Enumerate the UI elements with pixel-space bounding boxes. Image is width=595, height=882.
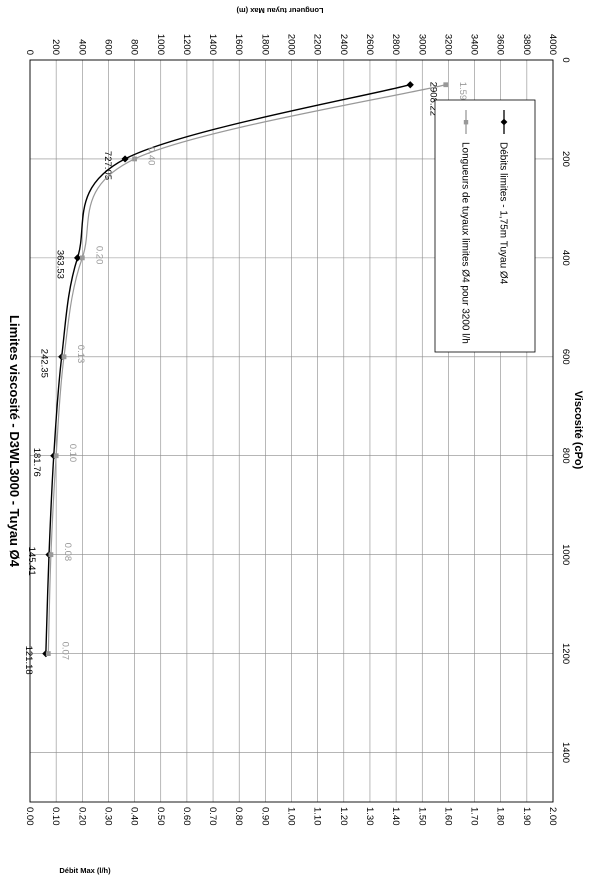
data-point [45, 651, 51, 657]
data-label: 0.20 [93, 246, 104, 265]
chart-title: Limites viscosité - D3WL3000 - Tuyau Ø4 [7, 315, 22, 568]
x-axis-title: Viscosité (cPo) [572, 391, 584, 470]
x-tick-labels: 0 200 400 600 800 1000 1200 1400 [560, 57, 571, 763]
series-layer: 2908.22 727.05 363.53 242.35 181.76 145.41 121… [23, 81, 468, 675]
y2-tick-label: 0.80 [233, 807, 244, 826]
y-tick-label: 2600 [364, 34, 375, 55]
legend-label-1: Débits limites - 1,75m Tuyau Ø4 [498, 142, 509, 285]
x-tick-label: 1000 [560, 544, 571, 565]
y-tick-label: 3800 [521, 34, 532, 55]
y2-tick-label: 0.30 [102, 807, 113, 826]
data-label: 2908.22 [427, 82, 438, 116]
x-tick-label: 0 [560, 57, 571, 62]
y-axis-title: Débit Max (l/h) [59, 866, 111, 875]
data-label: 0.08 [62, 543, 73, 562]
y2-tick-label: 1.70 [469, 807, 480, 826]
y2-tick-label: 0.40 [129, 807, 140, 826]
data-point [406, 81, 414, 89]
data-label: 145.41 [26, 547, 37, 576]
y2-tick-label: 1.00 [286, 807, 297, 826]
x-tick-label: 200 [560, 151, 571, 167]
y-tick-label: 800 [129, 39, 140, 55]
x-tick-label: 800 [560, 448, 571, 464]
y-tick-label: 0 [24, 50, 35, 55]
y-tick-label: 2200 [312, 34, 323, 55]
y-tick-label: 1200 [181, 34, 192, 55]
y-tick-label: 3400 [469, 34, 480, 55]
x-tick-label: 600 [560, 349, 571, 365]
y-tick-label: 1400 [207, 34, 218, 55]
data-label: 0.40 [146, 147, 157, 166]
data-label: 1.59 [457, 82, 468, 101]
data-point [132, 156, 137, 162]
legend-marker [463, 120, 469, 125]
y-tick-label: 1800 [259, 34, 270, 55]
y2-tick-label: 0.10 [50, 807, 61, 826]
x-tick-label: 1400 [560, 742, 571, 763]
y2-tick-label: 1.90 [521, 807, 532, 826]
y2-tick-label: 1.10 [312, 807, 323, 826]
y2-tick-label: 0.90 [259, 807, 270, 826]
data-point [73, 254, 82, 262]
y-tick-label: 200 [50, 39, 61, 55]
data-point [121, 155, 129, 163]
y2-tick-label: 1.20 [338, 807, 349, 826]
data-label: 0.13 [75, 345, 86, 364]
y-tick-label: 3000 [416, 34, 427, 55]
y2-tick-label: 1.50 [416, 807, 427, 826]
y2-tick-labels: 0.00 0.10 0.20 0.30 0.40 0.50 0.60 0.70 0.80 0.90… [24, 807, 558, 826]
y-tick-label: 1600 [233, 34, 244, 55]
x-tick-label: 1200 [560, 643, 571, 664]
y-tick-label: 1000 [155, 34, 166, 55]
series-line-1 [45, 84, 411, 654]
y2-tick-label: 0.20 [76, 807, 87, 826]
series-line-2 [47, 84, 446, 654]
data-point [79, 255, 85, 261]
data-point [48, 552, 54, 558]
data-label: 121.18 [23, 646, 34, 675]
data-point [61, 354, 67, 360]
y-tick-label: 2800 [390, 34, 401, 55]
data-point [443, 82, 449, 88]
y2-tick-label: 0.60 [181, 807, 192, 826]
y-tick-label: 4000 [547, 34, 558, 55]
data-label: 181.76 [31, 448, 42, 477]
plot-frame [29, 59, 554, 803]
y2-tick-label: 1.80 [495, 807, 506, 826]
legend-label-2: Longueurs de tuyaux limites Ø4 pour 3200… [460, 142, 471, 344]
y2-tick-label: 1.60 [442, 807, 453, 826]
y-tick-label: 2000 [286, 34, 297, 55]
y-tick-label: 400 [76, 39, 87, 55]
legend: Débits limites - 1,75m Tuyau Ø4 Longueurs… [434, 99, 536, 353]
y2-tick-label: 0.70 [207, 807, 218, 826]
y2-tick-label: 1.30 [364, 807, 375, 826]
data-label: 0.07 [59, 642, 70, 661]
data-label: 242.35 [39, 349, 50, 378]
x-tick-label: 400 [560, 250, 571, 266]
data-label: 0.10 [67, 444, 78, 463]
y2-tick-label: 0.50 [155, 807, 166, 826]
data-label: 363.53 [55, 250, 66, 279]
data-point [53, 453, 59, 459]
y-tick-label: 600 [102, 39, 113, 55]
data-label: 727.05 [102, 151, 113, 180]
y2-tick-label: 2.00 [547, 807, 558, 826]
y-tick-labels: 0 200 400 600 800 1000 1200 1400 1600 1800 2000 220… [24, 34, 558, 55]
y-tick-label: 2400 [338, 34, 349, 55]
y-tick-label: 3200 [442, 34, 453, 55]
y2-tick-label: 1.40 [390, 807, 401, 826]
legend-box [434, 99, 536, 353]
y2-axis-title: Longueur tuyau Max (m) [236, 6, 324, 15]
y2-tick-label: 0.00 [24, 807, 35, 826]
y-tick-label: 3600 [495, 34, 506, 55]
gridlines [29, 59, 554, 803]
